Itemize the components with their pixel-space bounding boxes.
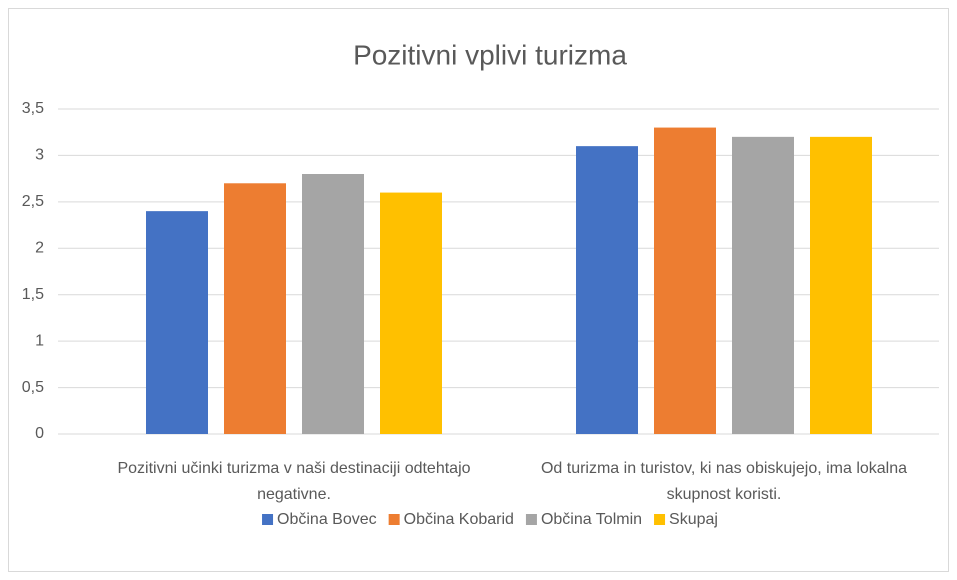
y-tick-label: 2,5 [22, 193, 44, 210]
legend-label: Občina Kobarid [404, 511, 514, 528]
bar [380, 192, 442, 434]
y-tick-label: 1,5 [22, 286, 44, 303]
y-tick-label: 0 [35, 425, 44, 442]
x-tick-label: Od turizma in turistov, ki nas obiskujej… [540, 460, 908, 503]
y-tick-label: 3 [35, 147, 44, 164]
y-tick-label: 3,5 [22, 100, 44, 117]
bar [732, 136, 794, 434]
bar [576, 146, 638, 434]
bar [224, 183, 286, 434]
bar [654, 127, 716, 435]
legend-swatch [262, 514, 274, 525]
legend-label: Skupaj [669, 511, 718, 528]
bar [302, 174, 364, 434]
y-tick-label: 2 [35, 240, 44, 257]
y-tick-label: 1 [35, 332, 44, 349]
legend-swatch [525, 514, 537, 525]
legend-label: Občina Tolmin [541, 511, 642, 528]
legend-label: Občina Bovec [277, 511, 377, 528]
x-tick-label: Pozitivni učinki turizma v naši destinac… [117, 460, 471, 503]
legend-swatch [388, 514, 400, 525]
bar [810, 136, 872, 434]
y-tick-label: 0,5 [22, 379, 44, 396]
legend-swatch [654, 514, 666, 525]
bar [146, 211, 208, 434]
chart-title: Pozitivni vplivi turizma [353, 39, 627, 70]
